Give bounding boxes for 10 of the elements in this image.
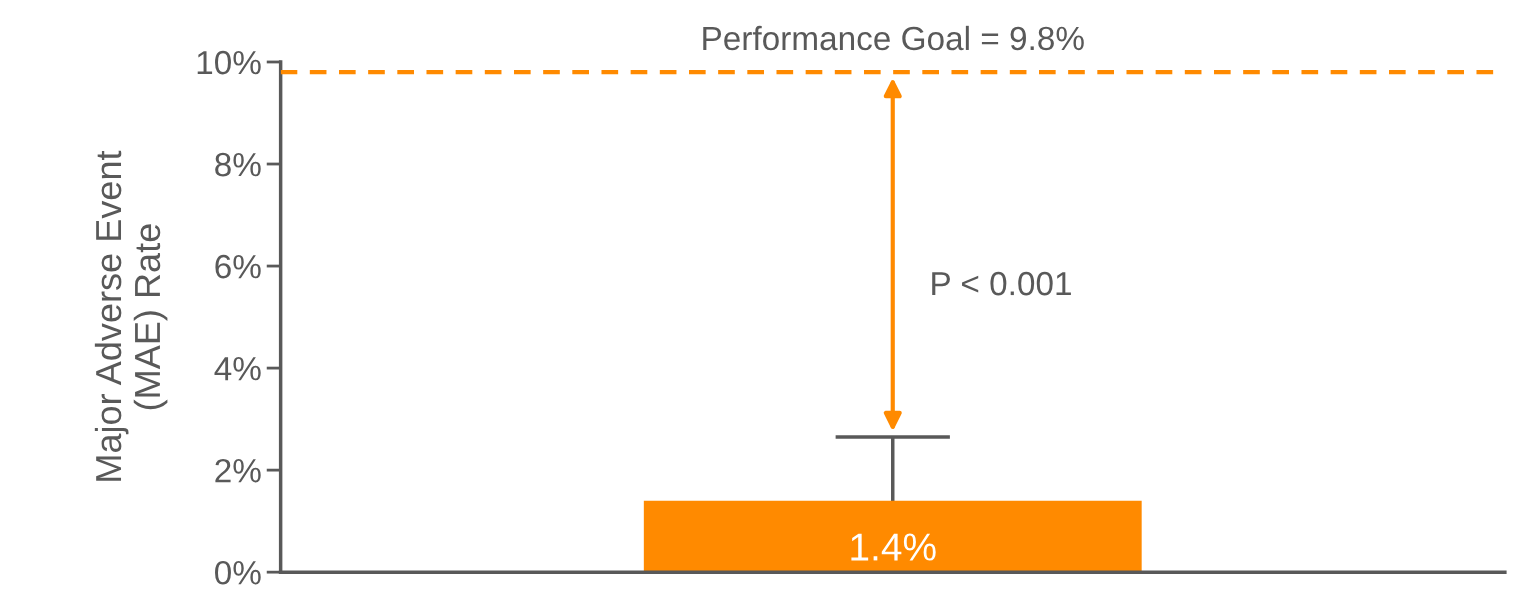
ref-line-label: Performance Goal = 9.8% — [703, 25, 1084, 51]
y-tick-label: 8% — [215, 152, 261, 177]
y-tick-label: 4% — [214, 357, 261, 381]
y-tick-label: 2% — [215, 458, 261, 483]
data-label: 1.4% — [851, 533, 936, 561]
y-tick-label: 6% — [215, 254, 261, 279]
y-axis-title: Major Adverse Event (MAE) Rate — [94, 150, 168, 481]
y-tick-label: 10% — [197, 50, 261, 75]
annotation: P < 0.001 — [932, 271, 1071, 296]
y-tick-label: 0% — [215, 560, 261, 585]
